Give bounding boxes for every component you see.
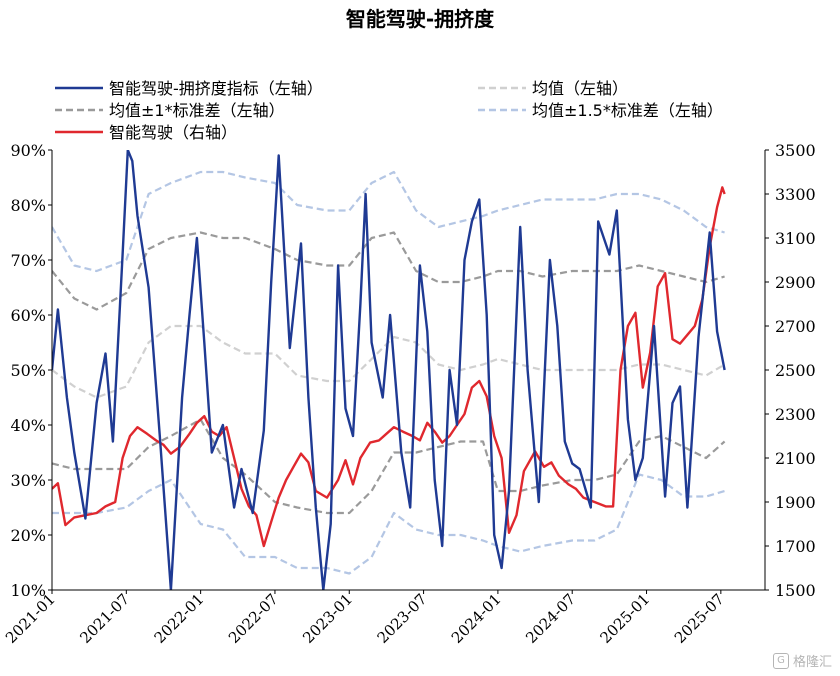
legend-label-1: 均值（左轴） (532, 79, 628, 98)
y-right-tick-label: 2100 (775, 449, 816, 468)
y-left-tick-label: 90% (10, 141, 46, 160)
x-tick-label: 2023-07 (374, 590, 431, 647)
y-left-tick-label: 60% (10, 306, 46, 325)
y-left-tick-label: 40% (10, 416, 46, 435)
series-line-4 (52, 170, 725, 273)
legend-label-3: 均值±1.5*标准差（左轴） (532, 101, 723, 120)
x-tick-label: 2024-07 (522, 590, 579, 647)
x-tick-label: 2025-07 (671, 590, 728, 647)
x-tick-label: 2025-01 (597, 590, 654, 647)
y-right-tick-label: 3100 (775, 229, 816, 248)
chart-title: 智能驾驶-拥挤度 (346, 7, 495, 31)
y-right-tick-label: 3500 (775, 141, 816, 160)
y-left-tick-label: 50% (10, 361, 46, 380)
y-right-tick-label: 3300 (775, 185, 816, 204)
legend-label-0: 智能驾驶-拥挤度指标（左轴） (109, 79, 323, 98)
x-tick-label: 2021-07 (76, 590, 133, 647)
legend-label-2: 均值±1*标准差（左轴） (109, 101, 285, 120)
x-tick-label: 2022-01 (151, 590, 208, 647)
legend-label-4: 智能驾驶（右轴） (109, 123, 237, 142)
y-left-tick-label: 80% (10, 196, 46, 215)
watermark-logo-icon: G (772, 652, 789, 669)
legend: 智能驾驶-拥挤度指标（左轴） 均值（左轴） 均值±1*标准差（左轴） 均值±1.5*标… (55, 79, 723, 142)
y-left-tick-label: 70% (10, 251, 46, 270)
x-tick-label: 2023-01 (299, 590, 356, 647)
y-right-tick-label: 2900 (775, 273, 816, 292)
series-line-2 (52, 231, 725, 311)
y-left-tick-label: 30% (10, 471, 46, 490)
y-right-tick-label: 2700 (775, 317, 816, 336)
series-line-3 (52, 418, 726, 515)
plot-area (52, 150, 726, 590)
x-tick-label: 2024-01 (448, 590, 505, 647)
y-left-tick-label: 20% (10, 526, 46, 545)
y-right-tick-label: 1500 (775, 581, 816, 600)
x-tick-label: 2022-07 (225, 590, 282, 647)
series-line-5 (52, 473, 725, 575)
y-right-tick-label: 2500 (775, 361, 816, 380)
y-right-tick-label: 1700 (775, 537, 816, 556)
series-line-6 (52, 186, 726, 548)
watermark-text: 格隆汇 (792, 655, 832, 670)
y-left-tick-label: 10% (10, 581, 46, 600)
y-right-tick-label: 2300 (775, 405, 816, 424)
y-right-tick-label: 1900 (775, 493, 816, 512)
watermark: G 格隆汇 (772, 651, 832, 670)
series-line-0 (52, 150, 726, 590)
